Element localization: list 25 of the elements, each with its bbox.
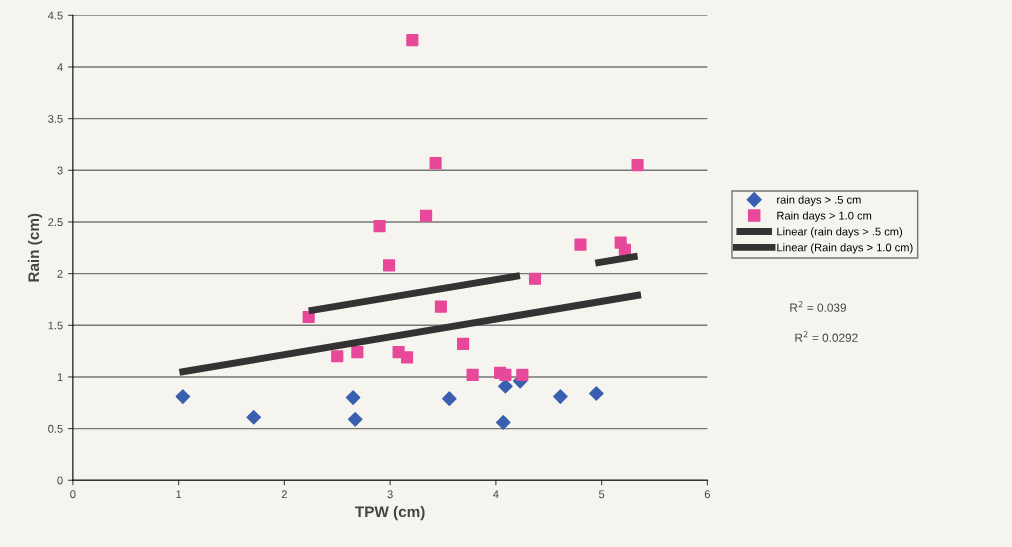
y-tick-label: 2.5 bbox=[48, 218, 63, 227]
text: R$^{2}$ = 0.0292 bbox=[795, 331, 858, 342]
legend-label: Linear (Rain days > 1.0 cm) bbox=[777, 243, 913, 254]
legend-label: Linear (rain days > .5 cm) bbox=[777, 227, 903, 238]
y-tick-label: 1 bbox=[57, 373, 63, 381]
x-tick-label: 3 bbox=[387, 490, 393, 499]
x-tick-label: 5 bbox=[598, 490, 605, 499]
x-axis-title: TPW (cm) bbox=[355, 505, 425, 521]
y-tick-label: 0 bbox=[57, 476, 63, 485]
y-tick-label: 2 bbox=[57, 269, 63, 278]
legend-label: rain days > .5 cm bbox=[777, 195, 861, 206]
x-tick-label: 2 bbox=[281, 490, 287, 499]
x-tick-label: 6 bbox=[704, 490, 710, 499]
y-tick-label: 3 bbox=[57, 166, 63, 175]
x-tick-label: 1 bbox=[176, 490, 182, 499]
y-tick-label: 4.5 bbox=[47, 11, 63, 20]
y-tick-label: 0.5 bbox=[48, 424, 63, 433]
y-tick-label: 3.5 bbox=[48, 114, 63, 123]
y-axis-title: Rain (cm) bbox=[27, 213, 43, 282]
x-tick-label: 0 bbox=[70, 490, 76, 499]
text: R$^{2}$ = 0.039 bbox=[790, 301, 847, 312]
y-tick-label: 1.5 bbox=[48, 321, 63, 330]
y-tick-label: 4 bbox=[57, 63, 63, 71]
x-tick-label: 4 bbox=[493, 490, 499, 499]
legend-label: Rain days > 1.0 cm bbox=[777, 211, 872, 222]
